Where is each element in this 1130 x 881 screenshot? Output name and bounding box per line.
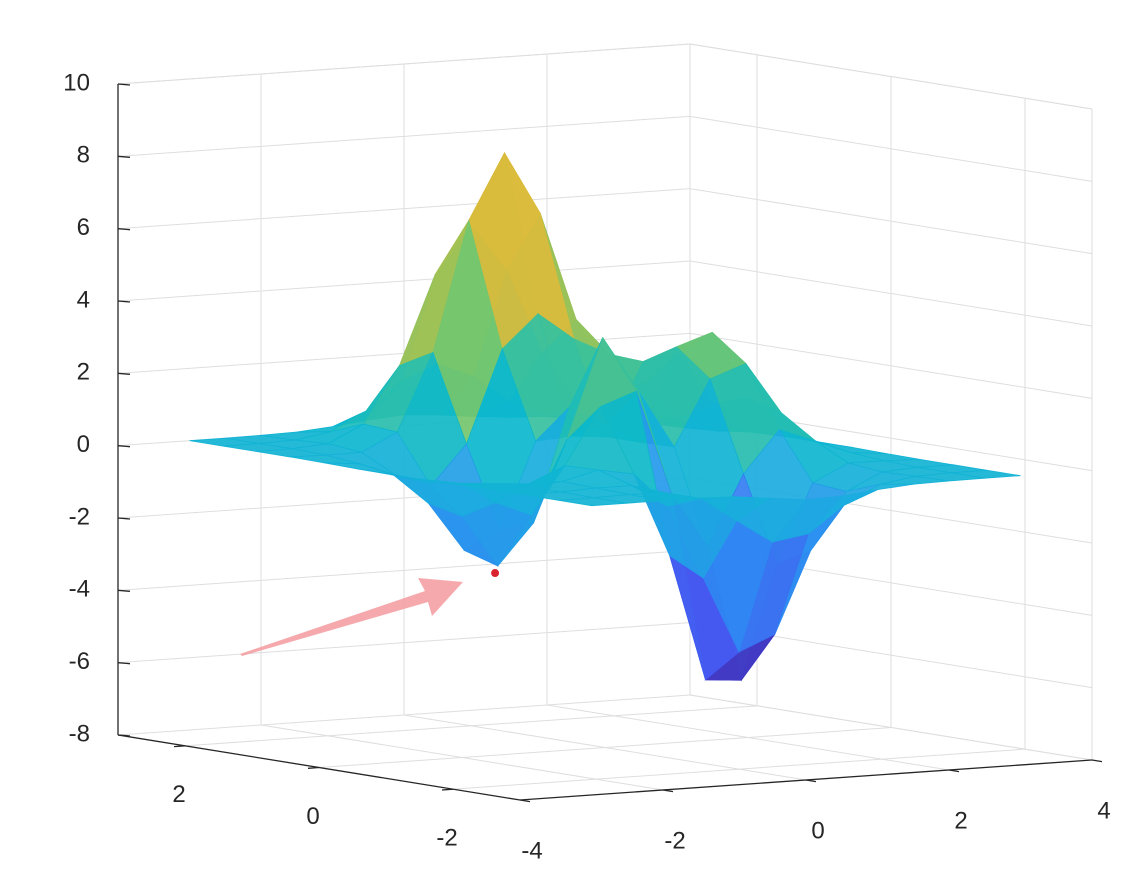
grid-line — [184, 705, 758, 747]
x-tick — [805, 779, 817, 783]
grid-line — [117, 188, 691, 230]
z-tick — [117, 589, 131, 592]
z-tick-label: -6 — [69, 648, 90, 675]
grid-line — [689, 188, 1093, 255]
z-tick-label: -2 — [69, 503, 90, 530]
plot-area: -8 -6 -4 -2 0 2 4 6 8 10 -2 0 2 -4 -2 0 2 4 — [63, 43, 1111, 864]
z-tick — [117, 445, 131, 448]
grid-line — [689, 260, 1093, 327]
grid-line — [117, 115, 691, 157]
z-tick — [117, 300, 131, 303]
z-tick — [117, 155, 131, 158]
x-tick — [519, 799, 531, 803]
z-tick — [117, 662, 131, 665]
grid-line — [452, 748, 1026, 790]
grid-line — [117, 549, 691, 591]
z-tick — [117, 83, 131, 86]
z-tick — [117, 734, 131, 737]
box-edge — [689, 43, 1093, 110]
y-tick — [173, 745, 186, 748]
x-tick — [1091, 759, 1103, 763]
y-tick-label: 2 — [172, 781, 185, 808]
z-tick-label: 10 — [63, 69, 90, 96]
x-tick-label: 4 — [1097, 797, 1110, 824]
marker-point — [491, 569, 500, 578]
z-tick-label: 4 — [77, 286, 90, 313]
grid-line — [117, 694, 691, 736]
surface-face — [557, 497, 628, 507]
box-edge — [117, 43, 691, 85]
grid-line — [689, 332, 1093, 399]
grid-line — [318, 727, 892, 768]
z-tick-label: 0 — [77, 431, 90, 458]
x-tick-label: 0 — [811, 817, 824, 844]
grid-line — [117, 622, 691, 664]
z-tick — [117, 517, 131, 520]
y-tick-label: 0 — [306, 803, 319, 830]
annotation-arrow — [240, 578, 463, 656]
z-tick — [117, 372, 131, 375]
grid-line — [117, 260, 691, 302]
grid-line — [689, 115, 1093, 182]
grid-line — [689, 694, 1093, 761]
z-tick-label: 2 — [77, 359, 90, 386]
z-tick — [117, 228, 131, 231]
z-tick-label: 6 — [77, 214, 90, 241]
x-tick-label: 2 — [954, 807, 967, 834]
y-tick-label: -2 — [436, 825, 457, 852]
x-tick — [948, 769, 960, 773]
y-tick — [307, 766, 320, 769]
z-tick-label: -4 — [69, 576, 90, 603]
x-tick — [662, 789, 674, 793]
z-tick-label: 8 — [77, 142, 90, 169]
x-tick-label: -4 — [521, 837, 542, 864]
z-tick-label: -8 — [69, 720, 90, 747]
x-tick-label: -2 — [664, 827, 685, 854]
y-tick — [441, 788, 454, 791]
